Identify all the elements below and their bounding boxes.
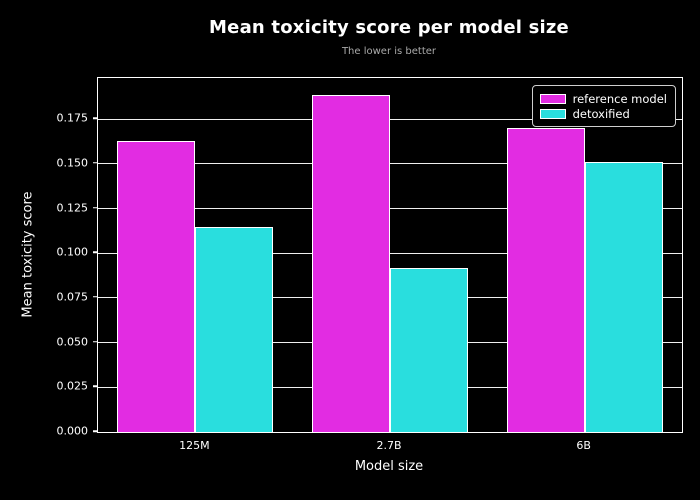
y-tick-mark <box>93 296 97 298</box>
y-tick-label: 0.050 <box>56 335 89 349</box>
x-axis-label: Model size <box>354 459 424 474</box>
bar-detoxified <box>584 162 663 432</box>
chart-subtitle: The lower is better <box>341 46 437 57</box>
y-tick-mark <box>93 340 97 343</box>
y-tick-mark <box>93 430 97 432</box>
x-tick-label: 6B <box>576 439 591 452</box>
legend-swatch-reference-model <box>539 93 566 104</box>
y-tick-mark <box>93 162 97 164</box>
y-tick-label: 0.175 <box>56 111 89 125</box>
y-tick-mark <box>93 385 97 388</box>
y-tick-mark <box>93 206 97 209</box>
y-tick-label: 0.075 <box>56 290 89 304</box>
bar-reference-model <box>506 128 585 432</box>
gridline <box>98 163 682 165</box>
legend-row: reference model <box>539 91 667 106</box>
y-tick-label: 0.000 <box>56 424 89 438</box>
bar-reference-model <box>117 141 196 432</box>
y-tick-label: 0.150 <box>56 156 89 170</box>
legend-label: reference model <box>572 91 667 106</box>
legend: reference model detoxified <box>531 85 676 127</box>
x-tick-label: 2.7B <box>376 439 402 452</box>
chart-title: Mean toxicity score per model size <box>209 17 569 38</box>
y-tick-mark <box>93 251 97 253</box>
y-tick-mark <box>93 117 97 119</box>
plot-area: reference model detoxified <box>97 77 683 433</box>
gridline <box>98 118 682 120</box>
gridline <box>98 208 682 210</box>
gridline <box>98 252 682 254</box>
legend-row: detoxified <box>539 106 667 121</box>
bar-reference-model <box>312 95 390 432</box>
y-tick-label: 0.025 <box>56 379 89 393</box>
legend-swatch-detoxified <box>539 108 566 119</box>
bar-detoxified <box>390 268 468 432</box>
legend-label: detoxified <box>572 106 630 121</box>
x-tick-label: 125M <box>179 439 210 452</box>
bar-detoxified <box>195 226 274 432</box>
y-tick-label: 0.100 <box>56 245 89 259</box>
y-tick-label: 0.125 <box>56 201 89 214</box>
